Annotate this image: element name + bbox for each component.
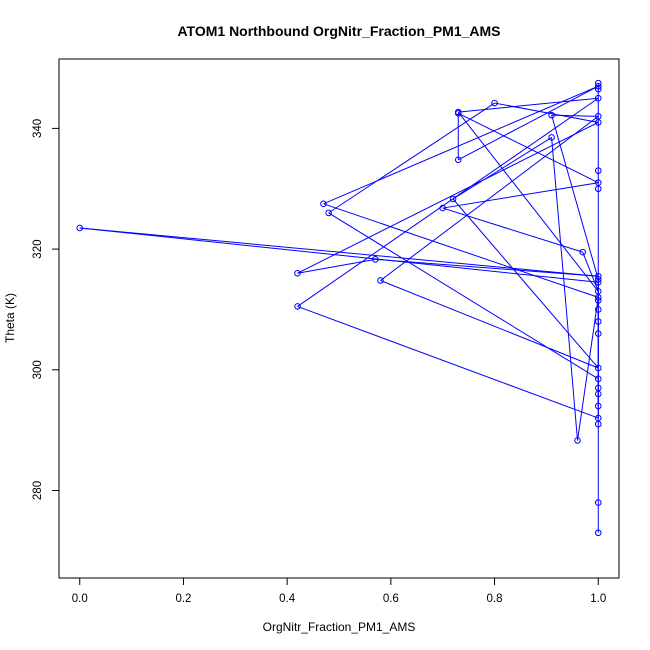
series-segment [577,297,599,441]
data-point [594,330,602,337]
data-point [491,99,498,107]
series-segment [79,227,599,283]
data-point [594,113,602,120]
y-tick-label: 280 [32,481,44,500]
x-tick-label: 0.6 [383,593,399,605]
data-point [325,209,332,217]
data-point [594,390,602,398]
data-point [594,318,602,325]
plot-frame [58,58,620,579]
data-point [439,204,447,212]
series-points [76,79,602,537]
y-tick-label: 340 [32,119,44,138]
data-point [454,156,462,164]
series-segment [328,212,599,380]
x-tick-label: 0.8 [487,593,503,605]
data-point [294,269,301,277]
series-segment [323,85,599,205]
series-segment [458,97,599,113]
data-point [449,195,457,203]
data-point [594,499,602,506]
series-segment [452,137,552,200]
data-point [594,82,602,90]
series-segment [380,115,599,281]
data-point [548,111,555,119]
series-segment [582,251,599,292]
data-point [454,110,462,117]
series-segment [297,121,599,274]
x-tick-label: 0.4 [279,593,296,605]
data-point [594,185,602,193]
series-segment [380,280,599,369]
x-tick-label: 1.0 [590,593,606,605]
data-point [594,306,602,313]
series-segment [323,203,599,298]
data-point [594,364,602,372]
series-segment [458,112,599,184]
data-point [594,529,602,537]
data-point [594,294,602,301]
data-point [574,437,581,444]
series-line [79,83,599,533]
series-segment [551,114,599,117]
data-point [594,79,602,87]
series-segment [494,102,599,123]
data-point [594,297,602,304]
data-point [320,200,327,208]
data-point [594,402,602,410]
data-point [594,167,602,174]
data-point [594,94,602,102]
x-tick-label: 0.2 [175,593,191,605]
data-point [594,275,602,283]
series-segment [452,198,599,369]
series-segment [328,102,495,214]
series-segment [457,111,599,292]
x-tick-label: 0.0 [72,593,88,605]
series-segment [297,258,376,274]
y-tick-label: 300 [32,360,44,379]
series-segment [297,305,599,419]
series-segment [551,137,579,441]
chart-title: ATOM1 Northbound OrgNitr_Fraction_PM1_AM… [177,23,500,39]
series-segment [297,97,599,307]
x-axis-label: OrgNitr_Fraction_PM1_AMS [263,620,416,634]
data-point [548,134,555,141]
y-axis: 280 300 320 340 [32,119,59,500]
series-segment [375,258,599,277]
series-segment [551,114,599,280]
y-axis-label: Theta (K) [3,293,17,343]
data-point [377,277,384,284]
series-segment [442,207,583,253]
data-point [294,303,301,310]
data-point [594,414,602,422]
data-point [579,248,587,256]
data-point [76,224,84,232]
x-axis: 0.0 0.2 0.4 0.6 0.8 1.0 [72,578,606,605]
data-point [371,256,379,263]
series-segment [458,85,599,161]
y-tick-label: 320 [32,240,44,259]
data-point [594,272,602,280]
data-point [594,375,602,383]
